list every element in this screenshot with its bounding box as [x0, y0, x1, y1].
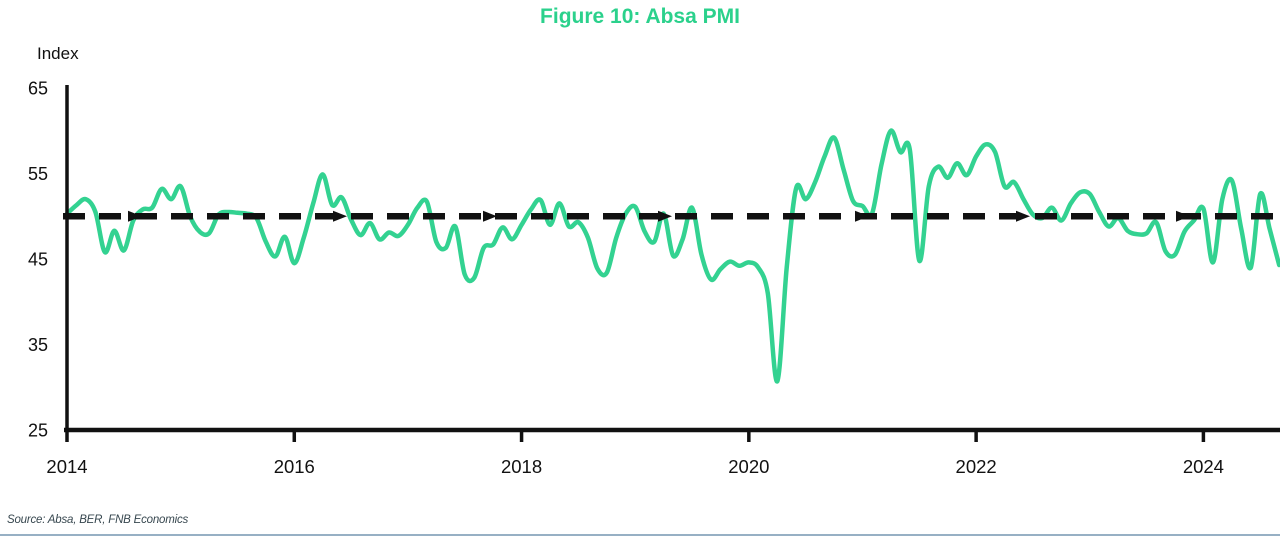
x-tick-label: 2022 [956, 456, 997, 477]
ref-line-arrow-icon [128, 210, 142, 222]
y-axis-title: Index [37, 44, 79, 63]
ref-line-arrow-icon [483, 210, 497, 222]
y-tick-label: 35 [28, 335, 48, 355]
x-tick-label: 2024 [1183, 456, 1224, 477]
ref-line-arrow-icon [658, 210, 672, 222]
ref-line-arrow-icon [1016, 210, 1030, 222]
y-tick-label: 45 [28, 250, 48, 270]
pmi-line [64, 128, 1280, 384]
y-tick-label: 65 [28, 79, 48, 99]
ref-line-arrow-icon [855, 210, 869, 222]
source-note: Source: Absa, BER, FNB Economics [7, 514, 189, 526]
ref-line-arrow-icon [1176, 210, 1190, 222]
figure-title: Figure 10: Absa PMI [540, 5, 740, 28]
x-tick-label: 2016 [274, 456, 315, 477]
x-tick-label: 2018 [501, 456, 542, 477]
y-tick-label: 55 [28, 164, 48, 184]
x-tick-label: 2020 [728, 456, 769, 477]
y-tick-label: 25 [28, 421, 48, 441]
x-tick-label: 2014 [46, 456, 87, 477]
ref-line-arrow-icon [333, 210, 347, 222]
footer-rule [0, 534, 1280, 536]
